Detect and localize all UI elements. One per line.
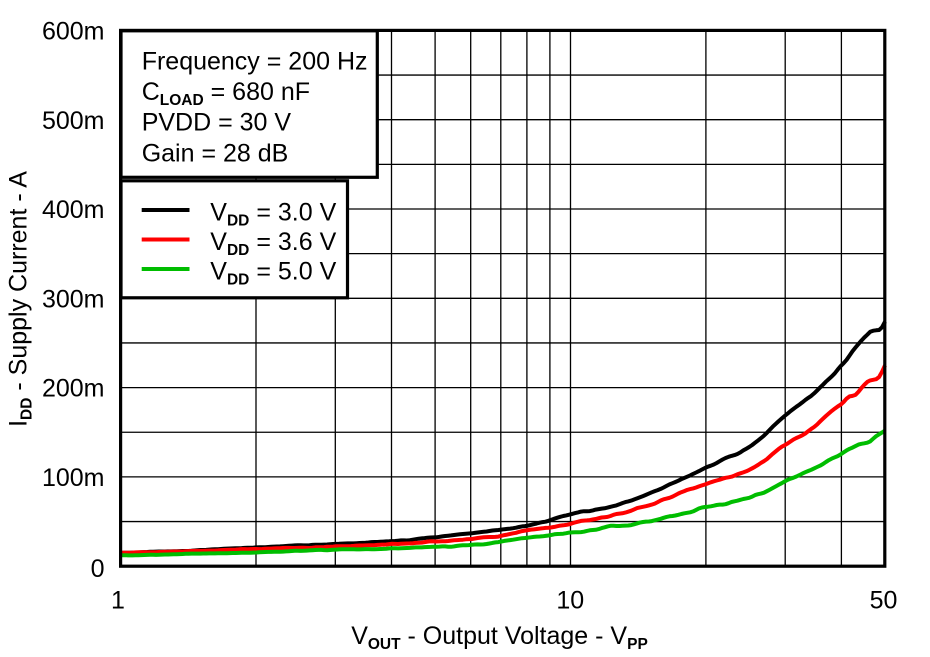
svg-text:IDD - Supply Current - A: IDD - Supply Current - A	[5, 171, 36, 427]
svg-text:VDD = 3.6 V: VDD = 3.6 V	[210, 228, 336, 259]
svg-text:10: 10	[556, 587, 584, 615]
svg-text:500m: 500m	[42, 107, 105, 135]
svg-text:400m: 400m	[42, 196, 105, 224]
svg-text:VOUT - Output Voltage - VPP: VOUT - Output Voltage - VPP	[351, 622, 648, 653]
svg-text:PVDD = 30 V: PVDD = 30 V	[142, 109, 292, 137]
svg-text:600m: 600m	[42, 18, 105, 46]
svg-text:300m: 300m	[42, 285, 105, 313]
svg-text:100m: 100m	[42, 464, 105, 492]
svg-text:CLOAD = 680 nF: CLOAD = 680 nF	[142, 78, 310, 109]
svg-text:VDD = 5.0 V: VDD = 5.0 V	[210, 258, 336, 289]
svg-text:50: 50	[870, 587, 898, 615]
svg-text:Frequency = 200 Hz: Frequency = 200 Hz	[142, 47, 368, 75]
svg-text:200m: 200m	[42, 375, 105, 403]
svg-text:Gain = 28 dB: Gain = 28 dB	[142, 139, 289, 167]
svg-text:0: 0	[91, 555, 105, 583]
svg-text:1: 1	[111, 587, 125, 615]
